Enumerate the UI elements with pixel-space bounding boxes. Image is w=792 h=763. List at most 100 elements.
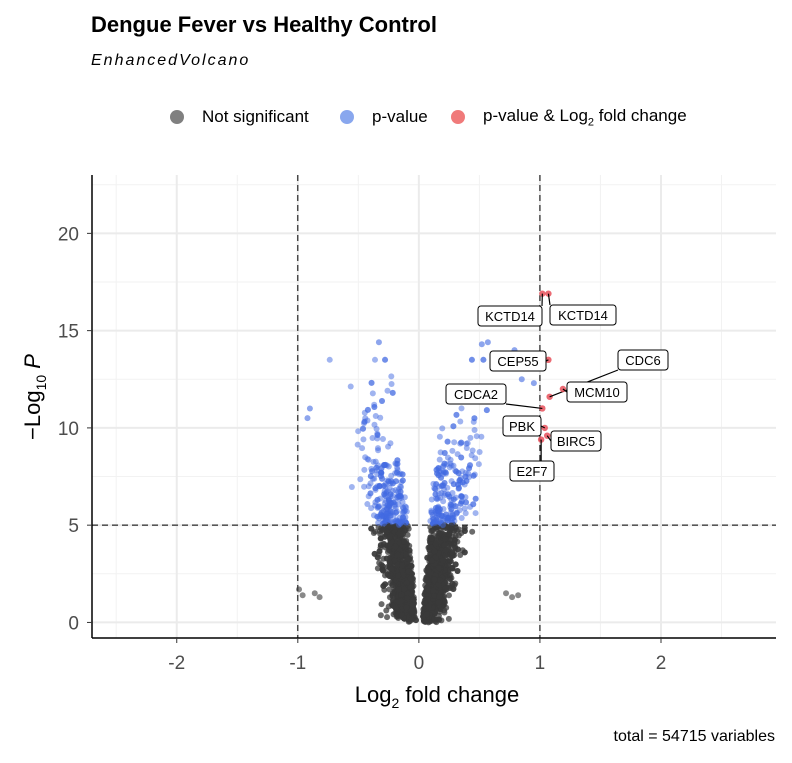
outlier-point	[530, 380, 537, 387]
data-point	[483, 407, 490, 414]
outlier-points	[296, 339, 537, 601]
data-point	[388, 566, 395, 573]
gene-label-text: KCTD14	[558, 308, 608, 323]
data-point	[386, 543, 393, 550]
data-point	[384, 387, 391, 394]
data-point	[382, 581, 389, 588]
data-point	[326, 356, 333, 363]
data-point	[461, 505, 468, 512]
gene-label-connector	[547, 293, 551, 306]
data-point	[462, 510, 469, 517]
data-point	[452, 561, 459, 568]
data-point	[399, 530, 406, 537]
gene-label-connector	[546, 435, 552, 442]
data-point	[369, 468, 376, 475]
data-point	[364, 501, 371, 508]
data-point	[361, 466, 368, 473]
data-point	[386, 534, 393, 541]
data-point	[434, 496, 441, 503]
gene-labels: KCTD14 KCTD14 CEP55 CDC6 MCM10 CDCA2 PBK BIRC5 E…	[445, 290, 669, 482]
data-point	[407, 583, 414, 590]
data-point	[402, 551, 409, 558]
data-point	[423, 611, 430, 618]
data-point	[381, 533, 388, 540]
data-point	[436, 433, 443, 440]
data-point	[367, 490, 374, 497]
data-point	[385, 497, 392, 504]
data-point	[480, 356, 487, 363]
gene-label-text: CEP55	[497, 354, 538, 369]
data-point	[466, 465, 473, 472]
data-point	[393, 478, 400, 485]
legend-dot-not-significant	[170, 110, 184, 124]
gene-label-box	[549, 304, 617, 326]
data-point	[377, 612, 384, 619]
gene-label-text: BIRC5	[557, 434, 595, 449]
data-point	[438, 474, 445, 481]
data-point	[471, 415, 478, 422]
data-point	[359, 445, 366, 452]
data-point	[441, 598, 448, 605]
data-point	[441, 460, 448, 467]
data-point	[408, 570, 415, 577]
data-point	[371, 403, 378, 410]
x-tick-label: 0	[414, 653, 425, 674]
data-point	[409, 602, 416, 609]
data-point	[444, 454, 451, 461]
data-point	[433, 524, 440, 531]
data-point	[379, 435, 386, 442]
data-point	[391, 557, 398, 564]
data-point	[372, 413, 379, 420]
data-point	[397, 483, 404, 490]
data-point	[380, 567, 387, 574]
data-point	[386, 573, 393, 580]
data-point	[436, 456, 443, 463]
data-point	[444, 491, 451, 498]
x-tick-label: 1	[535, 653, 546, 674]
data-point	[430, 587, 437, 594]
data-point	[448, 501, 455, 508]
data-point	[395, 572, 402, 579]
data-point	[403, 604, 410, 611]
data-point	[398, 591, 405, 598]
data-point	[348, 484, 355, 491]
data-point	[384, 614, 391, 621]
data-point	[469, 528, 476, 535]
data-point	[442, 469, 449, 476]
outlier-point	[306, 405, 313, 412]
gene-label-box	[445, 383, 507, 405]
data-point	[368, 505, 375, 512]
data-point	[475, 461, 482, 468]
data-point	[374, 432, 381, 439]
data-point	[445, 615, 452, 622]
legend-label-p-value: p-value	[372, 107, 428, 126]
x-tick-label: -1	[289, 653, 306, 674]
total-variables-caption: total = 54715 variables	[613, 728, 775, 745]
data-point	[455, 532, 462, 539]
gene-label-box	[509, 460, 555, 482]
legend: Not significant p-value p-value & Log2 f…	[0, 104, 792, 130]
data-point	[383, 607, 390, 614]
gene-label-text: PBK	[509, 419, 535, 434]
outlier-point	[478, 341, 485, 348]
gene-label-box	[617, 349, 669, 371]
gene-label-text: MCM10	[574, 385, 620, 400]
data-point	[450, 423, 457, 430]
data-point	[401, 586, 408, 593]
data-point	[403, 579, 410, 586]
grid	[92, 175, 776, 638]
data-point	[431, 592, 438, 599]
data-point	[392, 543, 399, 550]
data-point	[447, 460, 454, 467]
data-point	[410, 596, 417, 603]
data-point	[440, 482, 447, 489]
data-point	[455, 485, 462, 492]
data-point	[389, 389, 396, 396]
data-point	[385, 443, 392, 450]
y-tick-label: 0	[68, 613, 79, 634]
data-point	[436, 593, 443, 600]
data-point	[360, 436, 367, 443]
data-point	[445, 592, 452, 599]
y-tick-label: 10	[58, 419, 79, 440]
data-point	[448, 506, 455, 513]
